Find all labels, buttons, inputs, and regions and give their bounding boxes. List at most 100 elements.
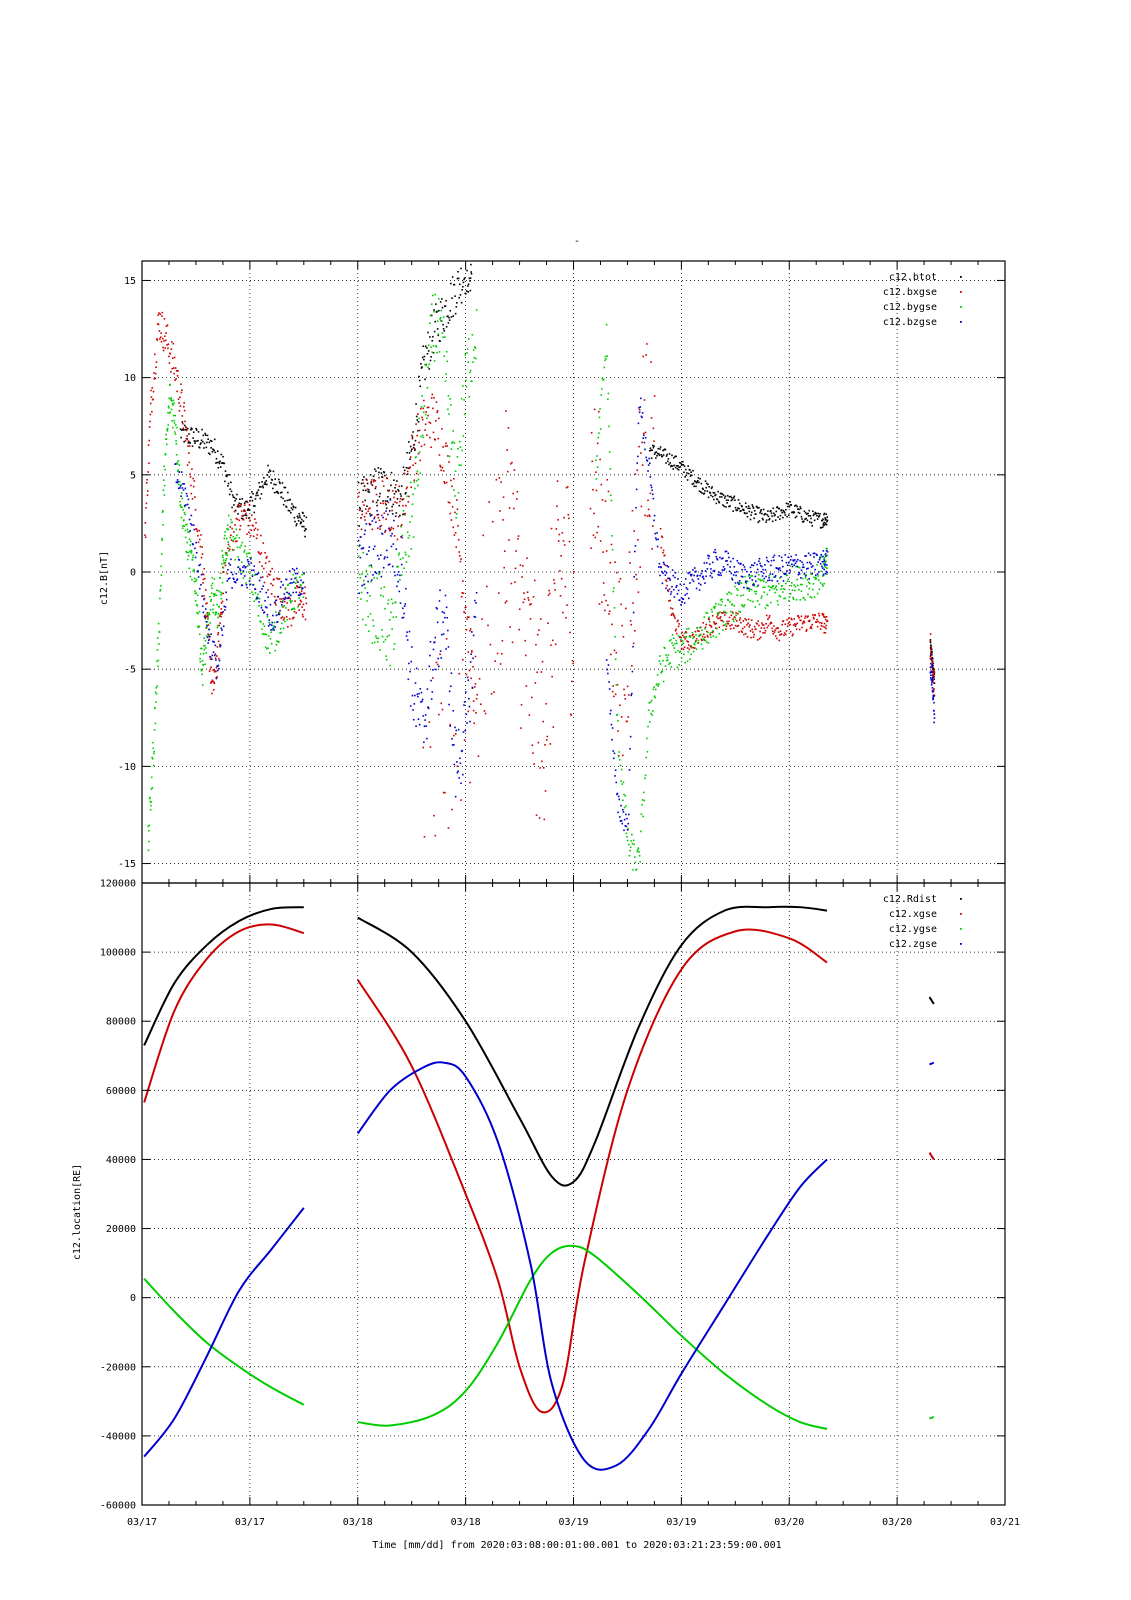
data-point [432, 431, 435, 434]
data-point [201, 595, 203, 597]
data-point [303, 592, 306, 595]
data-point [643, 432, 645, 435]
data-point [810, 625, 812, 628]
data-point [660, 566, 662, 569]
data-point [399, 493, 402, 495]
data-point [787, 578, 790, 581]
data-point [727, 552, 730, 555]
data-point [535, 643, 537, 646]
data-point [402, 607, 404, 610]
data-point [933, 673, 936, 676]
data-point [193, 528, 196, 531]
data-point [246, 555, 248, 558]
data-point [788, 572, 791, 574]
data-point [542, 720, 544, 723]
data-point [626, 829, 629, 831]
data-point [652, 710, 654, 712]
data-point [733, 565, 736, 568]
data-point [675, 632, 678, 635]
data-point [664, 574, 667, 576]
data-point [296, 515, 299, 518]
data-point [226, 572, 229, 575]
data-point [202, 578, 205, 581]
data-point [469, 249, 471, 251]
data-point [452, 526, 455, 529]
data-point [239, 568, 241, 570]
data-point [459, 446, 462, 448]
data-point [502, 519, 504, 521]
data-point [710, 626, 713, 628]
data-point [762, 508, 765, 511]
data-point [216, 461, 218, 464]
data-point [815, 576, 817, 579]
data-point [815, 553, 818, 556]
data-point [210, 600, 212, 602]
data-point [755, 628, 757, 630]
data-point [284, 587, 287, 590]
data-point [363, 533, 366, 536]
data-point [373, 577, 375, 579]
data-point [823, 568, 826, 571]
data-point [728, 505, 730, 508]
data-point [422, 407, 425, 410]
data-point [406, 631, 408, 634]
data-point [379, 525, 381, 528]
data-point [462, 580, 464, 582]
data-point [449, 512, 452, 515]
data-point [190, 552, 193, 554]
data-point [768, 576, 770, 579]
data-point [770, 512, 773, 514]
data-point [645, 354, 648, 356]
data-point [465, 606, 467, 608]
data-point [437, 334, 440, 337]
data-point [203, 447, 205, 449]
data-point [767, 604, 769, 607]
data-point [929, 658, 932, 660]
data-point [430, 303, 433, 306]
data-point [608, 610, 611, 613]
data-point [218, 462, 221, 465]
data-point [698, 630, 700, 632]
data-point [380, 575, 383, 578]
data-point [209, 656, 212, 658]
data-point [278, 578, 281, 580]
data-point [269, 623, 271, 626]
data-point [432, 407, 434, 410]
data-point [680, 462, 682, 465]
data-point [269, 470, 272, 473]
data-point [184, 428, 187, 431]
data-point [287, 584, 289, 587]
data-point [385, 510, 387, 512]
data-point [795, 565, 797, 568]
data-point [590, 547, 592, 550]
data-point [786, 625, 789, 628]
data-point [774, 576, 776, 578]
data-point [663, 647, 666, 649]
data-point [149, 800, 152, 803]
data-point [694, 641, 697, 643]
data-point [200, 442, 202, 444]
data-point [364, 499, 366, 502]
data-point [475, 309, 478, 311]
data-point [517, 535, 520, 537]
data-point [782, 565, 784, 568]
data-point [720, 496, 723, 498]
data-point [270, 482, 272, 484]
data-point [690, 471, 692, 473]
data-point [292, 505, 295, 508]
data-point [228, 514, 230, 517]
data-point [412, 709, 414, 711]
data-point [213, 595, 215, 597]
data-point [468, 697, 470, 700]
data-point [382, 566, 385, 569]
data-point [267, 647, 269, 649]
data-point [302, 596, 305, 598]
data-point [217, 640, 220, 643]
data-point [365, 478, 368, 481]
data-point [759, 636, 762, 639]
data-point [202, 434, 205, 437]
data-point [808, 578, 811, 580]
data-point [195, 427, 197, 430]
data-point [818, 588, 821, 591]
data-point [454, 312, 457, 315]
